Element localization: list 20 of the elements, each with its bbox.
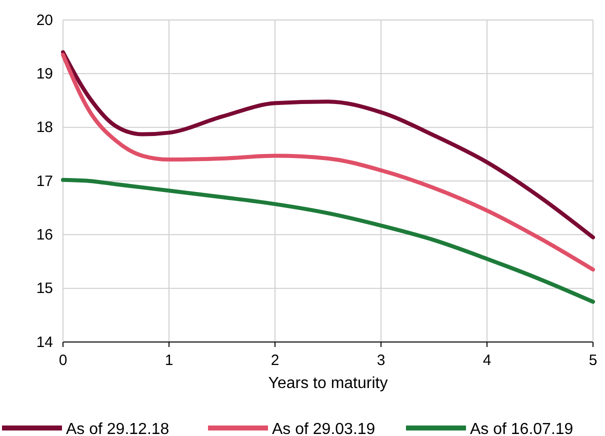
x-tick-label: 2	[270, 352, 280, 369]
legend-label: As of 29.12.18	[66, 421, 170, 436]
x-tick-label: 3	[376, 352, 386, 369]
y-tick-label: 19	[36, 65, 53, 82]
line-series	[61, 50, 595, 240]
line-series	[61, 178, 595, 304]
x-tick-label: 0	[58, 352, 68, 369]
y-tick-label: 16	[36, 226, 53, 244]
y-tick-label: 14	[36, 334, 53, 351]
legend-label: As of 29.03.19	[272, 421, 376, 436]
x-tick-label: 4	[482, 352, 492, 369]
y-tick-label: 20	[36, 12, 53, 29]
x-tick-label: 5	[588, 352, 598, 369]
legend-label: As of 16.07.19	[470, 421, 574, 436]
y-tick-label: 18	[36, 119, 53, 136]
y-tick-label: 17	[36, 172, 53, 190]
x-tick-label: 1	[164, 352, 174, 369]
y-tick-label: 15	[36, 280, 53, 298]
x-axis-title: Years to maturity	[268, 375, 388, 392]
line-series	[61, 52, 595, 272]
